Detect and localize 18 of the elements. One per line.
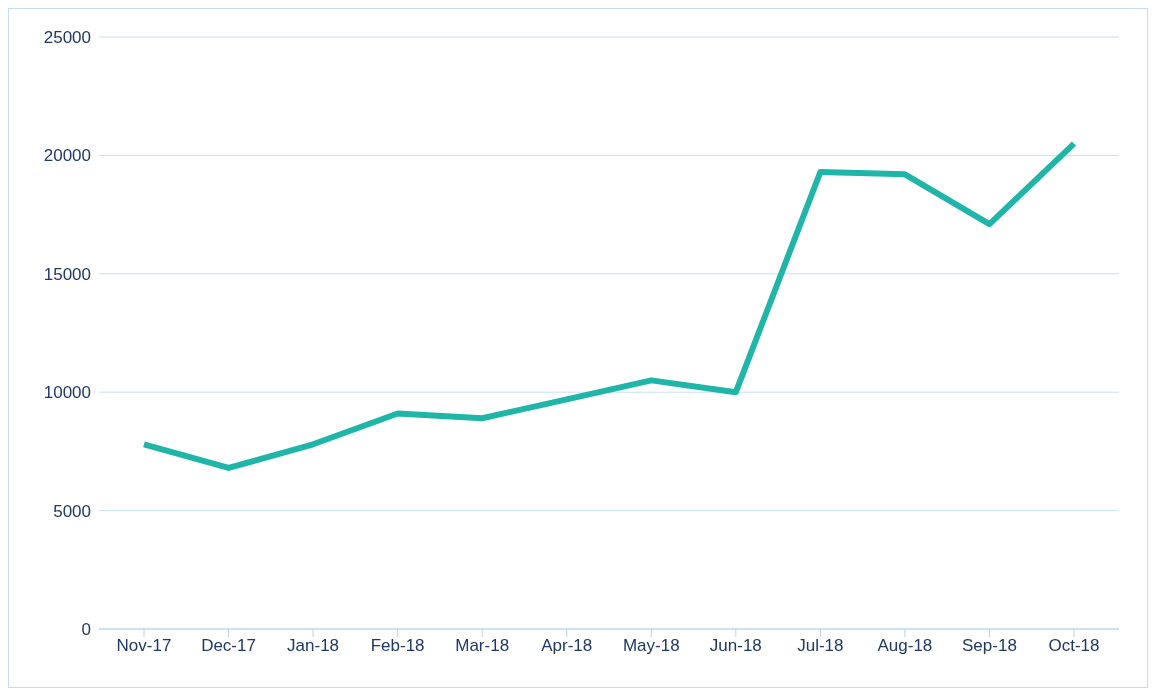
x-tick-label: Apr-18 (541, 636, 593, 656)
y-tick-label: 25000 (43, 28, 91, 48)
x-tick-label: Oct-18 (1048, 636, 1100, 656)
y-tick-label: 10000 (43, 383, 91, 403)
x-tick-label: Aug-18 (877, 636, 933, 656)
x-tick-label: Feb-18 (370, 636, 425, 656)
y-tick-label: 20000 (43, 146, 91, 166)
x-tick-label: Jul-18 (797, 636, 844, 656)
y-tick-label: 0 (81, 620, 91, 640)
x-tick-label: Dec-17 (201, 636, 256, 656)
y-tick-label: 5000 (53, 501, 91, 521)
x-tick-label: Jun-18 (709, 636, 762, 656)
x-tick-label: Sep-18 (962, 636, 1017, 656)
y-tick-label: 15000 (43, 264, 91, 284)
x-tick-label: May-18 (622, 636, 680, 656)
x-tick-label: Mar-18 (455, 636, 510, 656)
x-tick-label: Nov-17 (116, 636, 172, 656)
x-tick-label: Jan-18 (287, 636, 340, 656)
